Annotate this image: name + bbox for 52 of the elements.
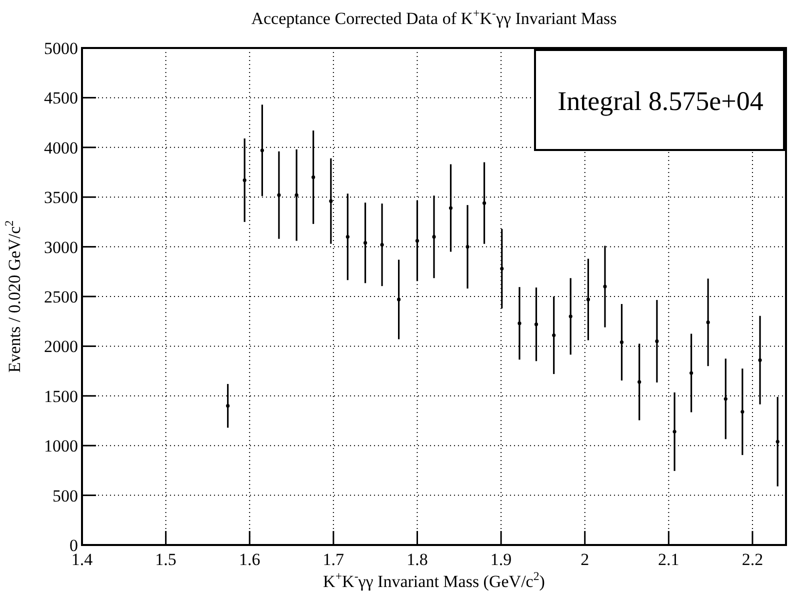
point xyxy=(620,340,624,344)
point xyxy=(482,201,486,205)
point xyxy=(518,322,522,326)
point xyxy=(363,241,368,245)
x-tick-label: 1.8 xyxy=(406,550,428,569)
y-tick-label: 2500 xyxy=(44,288,78,306)
point xyxy=(380,243,384,247)
y-tick-label: 3500 xyxy=(44,188,78,208)
x-tick-label: 2.1 xyxy=(658,550,680,569)
point xyxy=(638,380,642,384)
point xyxy=(568,314,572,318)
point xyxy=(672,430,676,434)
y-tick-label: 5000 xyxy=(44,39,78,58)
point xyxy=(552,333,556,338)
y-tick-label: 1500 xyxy=(44,386,78,406)
x-tick-label: 2.2 xyxy=(742,550,764,569)
annotation: Integral 8.575e+04 xyxy=(558,86,764,116)
point xyxy=(346,235,350,239)
point xyxy=(586,298,590,302)
point xyxy=(277,193,281,197)
y-tick-label: 4500 xyxy=(44,88,78,108)
chart-title: Acceptance Corrected Data of K$^{+}$K$^{-}$γγ Invariant Mass xyxy=(251,6,617,28)
point xyxy=(260,148,264,152)
y-tick-label: 3000 xyxy=(44,238,78,257)
point xyxy=(655,339,659,344)
point xyxy=(415,239,420,243)
point xyxy=(500,266,504,270)
point xyxy=(466,245,470,249)
point xyxy=(689,371,694,375)
y-tick-label: 1000 xyxy=(44,436,78,456)
point xyxy=(776,440,780,444)
y-tick-label: 500 xyxy=(52,486,78,506)
x-tick-label: 2 xyxy=(580,550,590,569)
x-tick-label: 1.9 xyxy=(490,550,512,569)
point xyxy=(312,175,316,180)
y-tick-label: 2000 xyxy=(44,337,78,356)
point xyxy=(758,358,762,362)
point xyxy=(740,410,744,414)
point xyxy=(706,320,710,324)
x-tick-label: 1.5 xyxy=(155,550,176,569)
point xyxy=(603,284,607,288)
point xyxy=(242,178,246,182)
point xyxy=(226,404,230,408)
x-axis-title: K$^{+}$K$^{-}$γγ Invariant Mass (GeV/c$^{2}$) xyxy=(323,569,545,591)
point xyxy=(432,235,436,239)
point xyxy=(724,397,728,401)
point xyxy=(294,193,298,197)
x-tick-label: 1.7 xyxy=(322,550,345,569)
x-tick-label: 1.6 xyxy=(238,550,260,569)
y-tick-label: 4000 xyxy=(44,138,78,158)
point xyxy=(329,199,333,203)
point xyxy=(397,298,401,302)
